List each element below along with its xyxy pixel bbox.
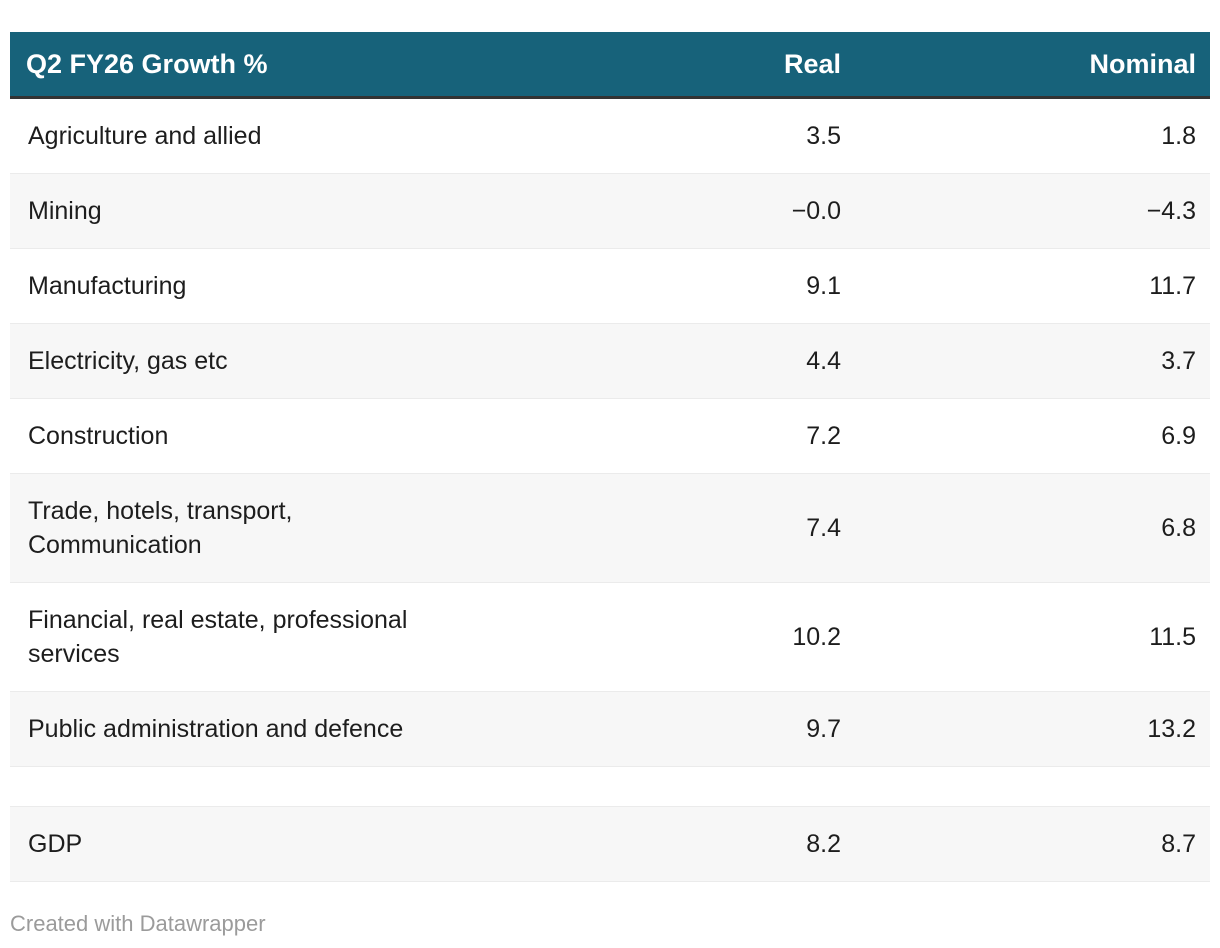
cell-nominal: 6.8 xyxy=(855,473,1210,583)
row-label: Financial, real estate, professional ser… xyxy=(10,582,500,692)
cell-real xyxy=(500,766,855,807)
table-footer: Created with Datawrapper xyxy=(10,910,1210,937)
cell-real: 7.4 xyxy=(500,473,855,583)
growth-table: Q2 FY26 Growth % Real Nominal Agricultur… xyxy=(10,32,1210,882)
table-row-agriculture: Agriculture and allied 3.5 1.8 xyxy=(10,97,1210,174)
table-row-empty xyxy=(10,766,1210,807)
table-body: Agriculture and allied 3.5 1.8 Mining −0… xyxy=(10,97,1210,882)
row-label: Agriculture and allied xyxy=(10,97,500,174)
row-label: Manufacturing xyxy=(10,248,500,324)
table-row-construction: Construction 7.2 6.9 xyxy=(10,398,1210,474)
cell-real: 8.2 xyxy=(500,806,855,882)
cell-real: 3.5 xyxy=(500,97,855,174)
table-row-electricity: Electricity, gas etc 4.4 3.7 xyxy=(10,323,1210,399)
row-label: Mining xyxy=(10,173,500,249)
table-header-row: Q2 FY26 Growth % Real Nominal xyxy=(10,32,1210,99)
cell-nominal: 8.7 xyxy=(855,806,1210,882)
datawrapper-attribution-link[interactable]: Created with Datawrapper xyxy=(10,911,266,936)
cell-nominal: −4.3 xyxy=(855,173,1210,249)
cell-real: 9.1 xyxy=(500,248,855,324)
cell-real: 4.4 xyxy=(500,323,855,399)
row-label: Trade, hotels, transport, Communication xyxy=(10,473,500,583)
cell-nominal: 1.8 xyxy=(855,97,1210,174)
table-row-manufacturing: Manufacturing 9.1 11.7 xyxy=(10,248,1210,324)
cell-nominal: 11.5 xyxy=(855,582,1210,692)
cell-nominal xyxy=(855,766,1210,807)
cell-nominal: 6.9 xyxy=(855,398,1210,474)
cell-real: 10.2 xyxy=(500,582,855,692)
table-header: Q2 FY26 Growth % Real Nominal xyxy=(10,32,1210,99)
row-label: GDP xyxy=(10,806,500,882)
cell-real: 9.7 xyxy=(500,691,855,767)
column-header-nominal: Nominal xyxy=(855,32,1210,99)
row-label: Public administration and defence xyxy=(10,691,500,767)
row-label xyxy=(10,766,500,807)
cell-real: 7.2 xyxy=(500,398,855,474)
table-row-public-administration: Public administration and defence 9.7 13… xyxy=(10,691,1210,767)
cell-real: −0.0 xyxy=(500,173,855,249)
cell-nominal: 13.2 xyxy=(855,691,1210,767)
cell-nominal: 11.7 xyxy=(855,248,1210,324)
row-label: Construction xyxy=(10,398,500,474)
table-row-trade: Trade, hotels, transport, Communication … xyxy=(10,473,1210,583)
table-title: Q2 FY26 Growth % xyxy=(10,32,500,99)
table-row-gdp: GDP 8.2 8.7 xyxy=(10,806,1210,882)
cell-nominal: 3.7 xyxy=(855,323,1210,399)
datawrapper-table: Q2 FY26 Growth % Real Nominal Agricultur… xyxy=(10,32,1210,937)
row-label: Electricity, gas etc xyxy=(10,323,500,399)
table-row-mining: Mining −0.0 −4.3 xyxy=(10,173,1210,249)
column-header-real: Real xyxy=(500,32,855,99)
table-row-financial: Financial, real estate, professional ser… xyxy=(10,582,1210,692)
